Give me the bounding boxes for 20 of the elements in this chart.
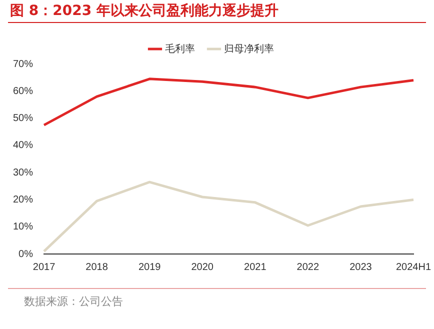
legend-label: 毛利率: [165, 42, 195, 55]
y-tick-label: 50%: [13, 113, 34, 124]
x-tick-label: 2020: [191, 262, 214, 273]
chart-title: 图 8：2023 年以来公司盈利能力逐步提升: [10, 2, 278, 20]
x-tick-label: 2019: [138, 262, 162, 273]
x-tick-label: 2021: [244, 262, 267, 273]
y-tick-label: 40%: [13, 140, 34, 152]
legend-label: 归母净利率: [224, 42, 274, 55]
x-tick-label: 2018: [86, 262, 108, 273]
x-tick-label: 2023: [350, 262, 372, 273]
y-tick-label: 60%: [13, 86, 34, 97]
y-tick-label: 0%: [18, 248, 34, 260]
x-tick-label: 2022: [296, 262, 320, 273]
y-tick-label: 10%: [13, 222, 34, 233]
source-note: 数据来源：公司公告: [24, 294, 123, 309]
x-tick-label: 2017: [32, 262, 56, 273]
x-tick-label: 2024H1: [396, 262, 432, 273]
y-tick-label: 30%: [13, 167, 34, 178]
y-tick-label: 20%: [13, 194, 34, 206]
y-tick-label: 70%: [13, 58, 34, 70]
